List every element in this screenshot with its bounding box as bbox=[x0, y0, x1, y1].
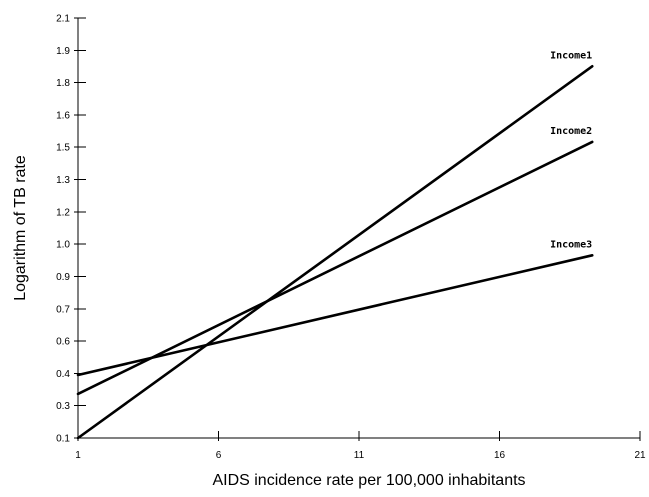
x-axis-title: AIDS incidence rate per 100,000 inhabita… bbox=[212, 472, 525, 489]
x-axis-ticks: 1 6 11 16 21 bbox=[75, 431, 646, 461]
x-tick-label: 11 bbox=[354, 450, 365, 461]
y-tick-label: 0.4 bbox=[56, 369, 70, 380]
series-label-income2: Income2 bbox=[550, 126, 592, 137]
x-tick-label: 21 bbox=[634, 450, 646, 461]
x-tick-label: 16 bbox=[494, 450, 506, 461]
y-tick-label: 0.9 bbox=[56, 272, 70, 283]
y-axis-title: Logarithm of TB rate bbox=[12, 155, 29, 301]
y-axis-ticks: 0.1 0.3 0.4 0.6 0.7 0.9 1.0 1.2 1.3 1.5 1.6 1.8 1.9 2… bbox=[56, 14, 86, 445]
y-tick-label: 1.0 bbox=[56, 240, 70, 251]
y-tick-label: 0.7 bbox=[56, 304, 70, 315]
series-line-income2 bbox=[76, 140, 594, 396]
y-tick-label: 0.6 bbox=[56, 337, 70, 348]
y-tick-label: 1.5 bbox=[56, 143, 70, 154]
y-tick-label: 0.1 bbox=[56, 434, 70, 445]
series-label-income1: Income1 bbox=[550, 50, 592, 61]
y-tick-label: 1.6 bbox=[56, 110, 70, 121]
series-line-income3 bbox=[76, 254, 594, 377]
y-tick-label: 2.1 bbox=[56, 14, 70, 25]
y-tick-label: 0.3 bbox=[56, 401, 70, 412]
y-tick-label: 1.3 bbox=[56, 175, 70, 186]
chart-axes bbox=[77, 18, 640, 439]
y-tick-label: 1.2 bbox=[56, 207, 70, 218]
x-tick-label: 1 bbox=[75, 450, 81, 461]
y-tick-label: 1.8 bbox=[56, 78, 70, 89]
y-tick-label: 1.9 bbox=[56, 46, 70, 57]
series-line-income1 bbox=[76, 65, 594, 440]
x-tick-label: 6 bbox=[216, 450, 222, 461]
series-label-income3: Income3 bbox=[550, 239, 592, 250]
series-lines: Income1 Income2 Income3 bbox=[76, 50, 594, 440]
